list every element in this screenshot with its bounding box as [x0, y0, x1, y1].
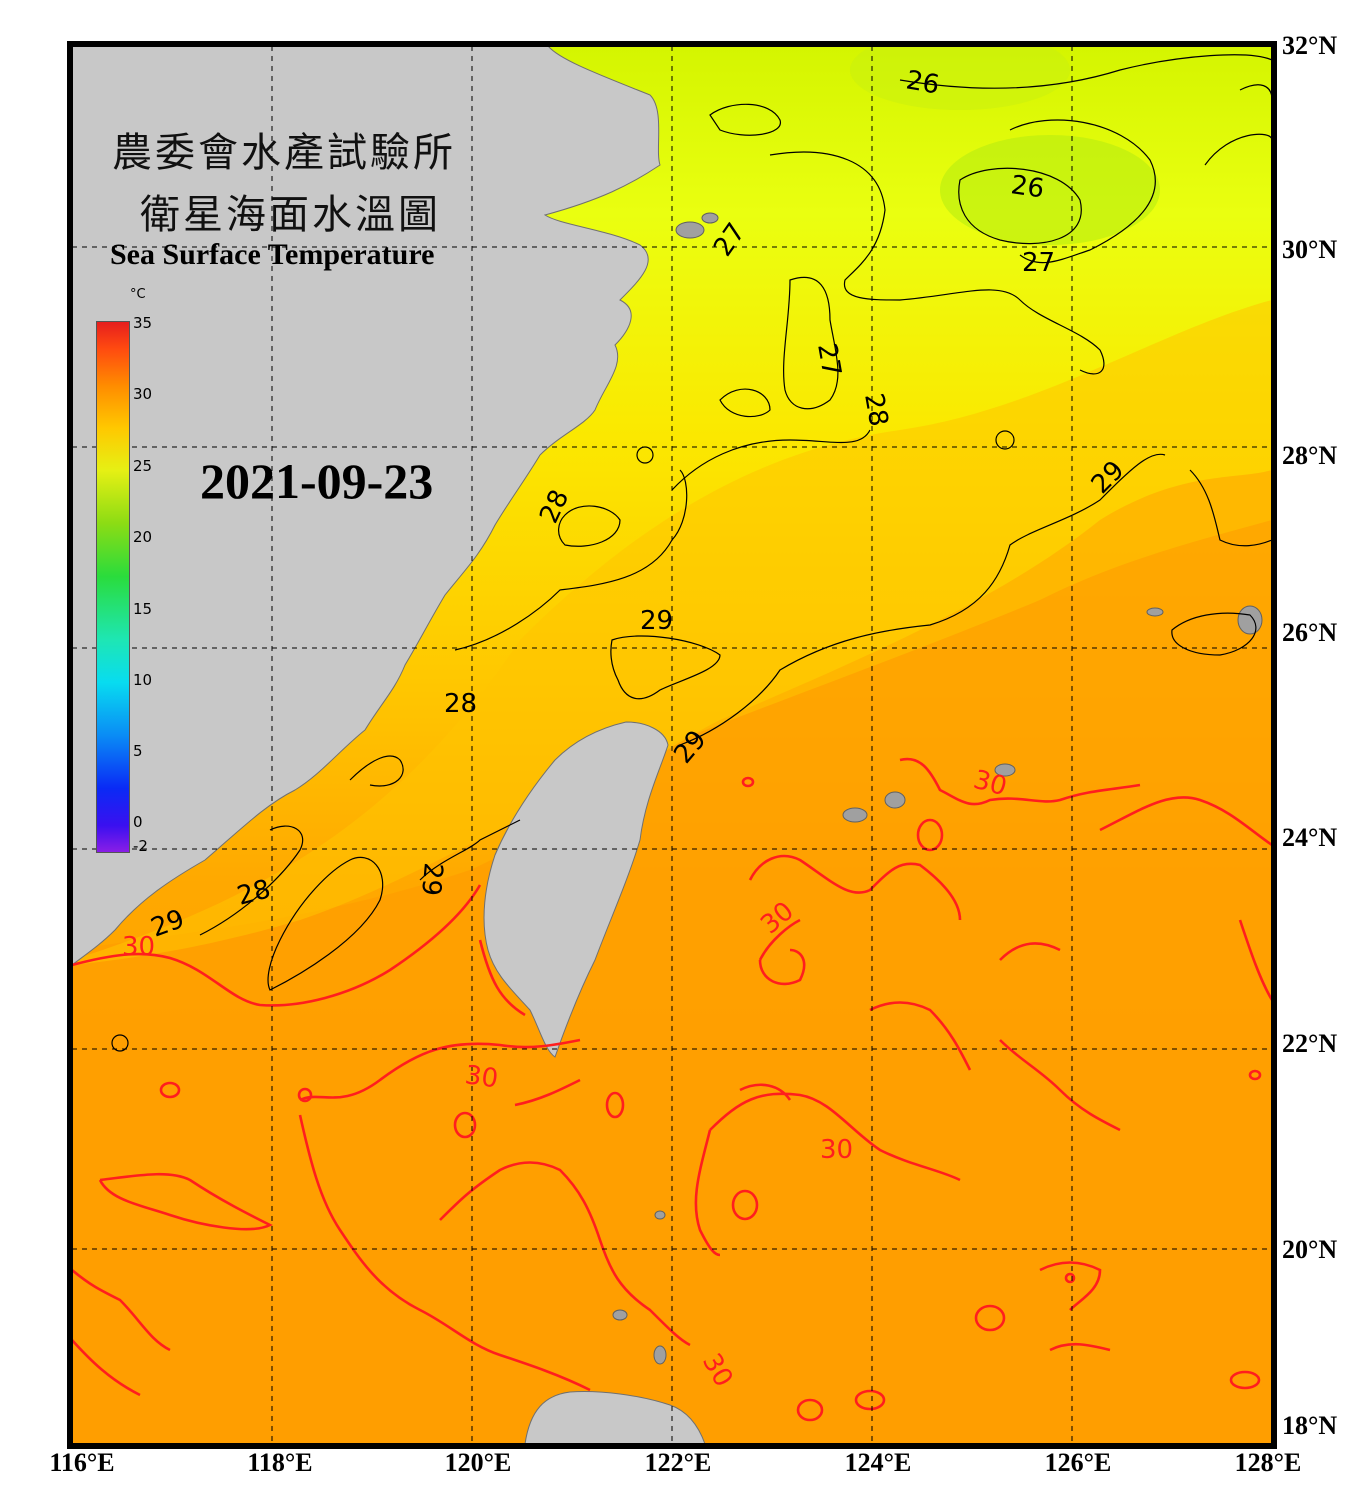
lat-label: 28°N: [1282, 441, 1338, 470]
lon-label: 120°E: [444, 1448, 512, 1477]
colorbar-tick: 30: [133, 385, 153, 403]
colorbar-tick: 0: [133, 813, 143, 831]
contour-label: 27: [811, 341, 846, 379]
colorbar-tick: 20: [133, 528, 153, 546]
colorbar-tick: 5: [133, 742, 143, 760]
lon-label: 122°E: [644, 1448, 712, 1477]
contour-label: 28: [444, 689, 477, 719]
lat-label: 22°N: [1282, 1029, 1338, 1058]
taiwan: [483, 721, 669, 1058]
cool-sea-patch: [940, 135, 1160, 245]
contour-label: 29: [415, 861, 448, 897]
contour-label: 30: [820, 1135, 853, 1165]
colorbar: [96, 321, 130, 853]
contour-label: 26: [1009, 170, 1046, 204]
lon-label: 124°E: [844, 1448, 912, 1477]
contour-label: 30: [463, 1060, 500, 1094]
lon-label: 118°E: [247, 1448, 313, 1477]
black-contours: [111, 54, 1272, 1052]
mid-sea-region: [72, 300, 1272, 965]
luzon: [524, 1391, 706, 1444]
lat-lon-grid: [72, 46, 1272, 1444]
contour-label: 27: [1022, 248, 1055, 278]
title-chinese-line2: 衛星海面水溫圖: [140, 192, 441, 238]
colorbar-tick: 25: [133, 457, 153, 475]
contour-label: 28: [858, 391, 893, 429]
title-english: Sea Surface Temperature: [110, 238, 435, 271]
lat-label: 30°N: [1282, 235, 1338, 264]
red-contours: [72, 757, 1272, 1422]
colorbar-tick: 35: [133, 314, 153, 332]
contour-label: 26: [904, 65, 942, 100]
contour-label: 29: [640, 606, 673, 636]
colorbar-tick: 10: [133, 671, 153, 689]
mainland-china: [72, 46, 661, 966]
title-chinese-line1: 農委會水產試驗所: [112, 130, 456, 176]
lat-label: 18°N: [1282, 1411, 1338, 1440]
colorbar-unit: °C: [130, 287, 146, 302]
colorbar-tick: 15: [133, 600, 153, 618]
lat-label: 24°N: [1282, 823, 1338, 852]
lat-label: 32°N: [1282, 31, 1338, 60]
lon-label: 126°E: [1044, 1448, 1112, 1477]
colorbar-tick: -2: [133, 837, 148, 855]
map-frame: [67, 41, 1277, 1449]
cool-sea-patch: [850, 46, 1070, 110]
contour-label: 30: [122, 932, 155, 962]
lon-label: 116°E: [49, 1448, 115, 1477]
lon-label: 128°E: [1234, 1448, 1302, 1477]
date-label: 2021-09-23: [200, 453, 434, 509]
lat-label: 26°N: [1282, 618, 1338, 647]
lat-label: 20°N: [1282, 1235, 1338, 1264]
